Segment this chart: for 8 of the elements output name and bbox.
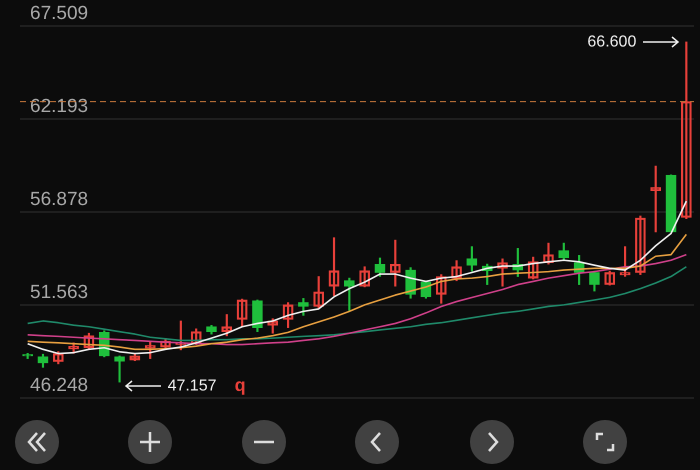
y-tick-label: 56.878 <box>30 189 88 210</box>
annotation: 66.600 <box>587 33 636 50</box>
y-tick-label: 67.509 <box>30 3 88 24</box>
y-tick-label: 46.248 <box>30 375 88 396</box>
annotation: q <box>234 375 246 396</box>
y-tick-label: 51.563 <box>30 282 88 304</box>
annotation: 47.157 <box>168 378 217 394</box>
y-tick-label: 62.193 <box>30 96 88 118</box>
